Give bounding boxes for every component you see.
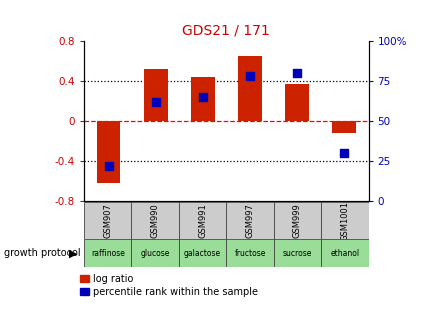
Text: GSM997: GSM997 <box>245 203 254 238</box>
Bar <box>178 202 226 239</box>
Point <box>340 150 347 156</box>
Point <box>199 94 206 99</box>
Text: GDS21 / 171: GDS21 / 171 <box>182 24 270 38</box>
Point <box>293 70 300 76</box>
Bar <box>190 77 214 121</box>
Point <box>152 99 159 104</box>
Bar <box>331 121 355 133</box>
Text: fructose: fructose <box>234 249 265 258</box>
Bar <box>273 202 320 239</box>
Bar <box>131 239 178 267</box>
Legend: log ratio, percentile rank within the sample: log ratio, percentile rank within the sa… <box>80 274 257 297</box>
Bar <box>97 121 120 183</box>
Text: growth protocol: growth protocol <box>4 248 81 258</box>
Point <box>105 163 112 168</box>
Bar <box>84 239 131 267</box>
Bar <box>320 239 368 267</box>
Bar <box>226 202 273 239</box>
Bar <box>237 56 261 121</box>
Bar <box>178 239 226 267</box>
Text: sucrose: sucrose <box>282 249 311 258</box>
Text: GSM990: GSM990 <box>150 203 159 238</box>
Text: GSM991: GSM991 <box>198 203 206 238</box>
Text: GSM1001: GSM1001 <box>340 200 348 241</box>
Bar <box>131 202 178 239</box>
Bar <box>226 239 273 267</box>
Text: galactose: galactose <box>184 249 221 258</box>
Bar <box>84 202 131 239</box>
Text: glucose: glucose <box>140 249 169 258</box>
Bar <box>320 202 368 239</box>
Bar <box>273 239 320 267</box>
Text: GSM999: GSM999 <box>292 203 301 238</box>
Text: ▶: ▶ <box>69 248 77 258</box>
Text: ethanol: ethanol <box>329 249 359 258</box>
Bar <box>284 84 308 121</box>
Bar <box>144 69 167 121</box>
Text: raffinose: raffinose <box>91 249 124 258</box>
Point <box>246 74 253 79</box>
Text: GSM907: GSM907 <box>103 203 112 238</box>
